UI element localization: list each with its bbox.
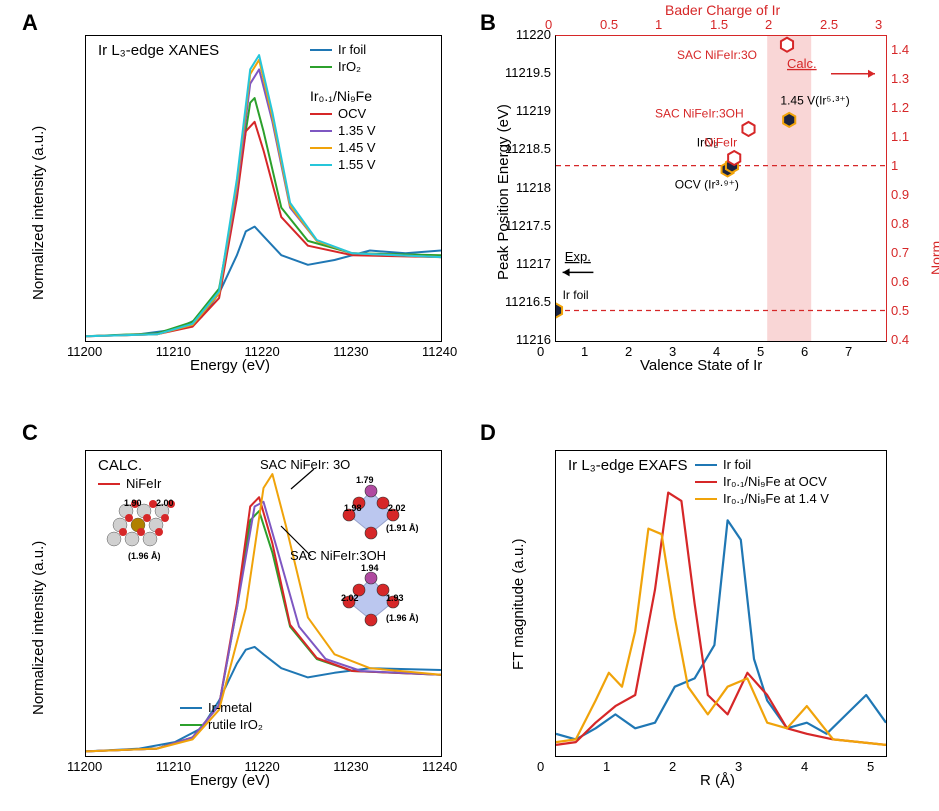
title-d: Ir L₃-edge EXAFS	[568, 457, 688, 474]
xaxis-label-d: R (Å)	[700, 772, 735, 789]
svg-text:NiFeIr: NiFeIr	[705, 135, 738, 149]
svg-text:2.02: 2.02	[388, 503, 406, 513]
svg-text:1.79: 1.79	[356, 475, 374, 485]
svg-text:Exp.: Exp.	[565, 249, 591, 264]
title-c: CALC.	[98, 457, 142, 474]
panel-label-a: A	[22, 10, 38, 36]
xaxis-bottom-label-b: Valence State of Ir	[640, 357, 762, 374]
svg-text:2.00: 2.00	[156, 498, 174, 508]
svg-text:SAC NiFeIr:3OH: SAC NiFeIr:3OH	[655, 106, 744, 120]
legend-a1: Ir foilIrO₂	[310, 42, 366, 76]
svg-text:Calc.: Calc.	[787, 56, 817, 71]
xaxis-label-c: Energy (eV)	[190, 772, 270, 789]
svg-text:1.45 V(Ir⁵·³⁺): 1.45 V(Ir⁵·³⁺)	[780, 94, 849, 108]
svg-text:Ir foil: Ir foil	[563, 288, 589, 302]
legend-d: Ir foilIr₀.₁/Ni₉Fe at OCVIr₀.₁/Ni₉Fe at …	[695, 457, 829, 508]
xaxis-label-a: Energy (eV)	[190, 357, 270, 374]
plot-area-a	[85, 35, 442, 342]
yaxis-right-label-b: Norm. White Line (a.u.)	[928, 237, 939, 275]
legend-a2-title: Ir₀.₁/Ni₉Fe	[310, 88, 372, 104]
svg-text:SAC NiFeIr:3O: SAC NiFeIr:3O	[677, 48, 757, 62]
yaxis-label-a: Normalized intensity (a.u.)	[30, 126, 47, 300]
svg-text:2.02: 2.02	[341, 593, 359, 603]
svg-text:OCV (Ir³·⁹⁺): OCV (Ir³·⁹⁺)	[675, 178, 739, 192]
svg-text:1.98: 1.98	[344, 503, 362, 513]
svg-text:(1.91 Å): (1.91 Å)	[386, 523, 419, 533]
title-a: Ir L₃-edge XANES	[98, 42, 219, 59]
figure: A B C D Energy (eV) Normalized intensity…	[0, 0, 939, 811]
plot-area-b: Ir foilOCV (Ir³·⁹⁺)IrO₂1.45 V(Ir⁵·³⁺)NiF…	[555, 35, 887, 342]
svg-text:(1.96 Å): (1.96 Å)	[128, 551, 161, 561]
svg-text:1.93: 1.93	[386, 593, 404, 603]
panel-label-d: D	[480, 420, 496, 446]
panel-label-c: C	[22, 420, 38, 446]
legend-c-top: NiFeIr	[98, 476, 161, 493]
yaxis-label-d: FT magnitude (a.u.)	[510, 539, 527, 670]
svg-text:(1.96 Å): (1.96 Å)	[386, 613, 419, 623]
plot-area-c: 1.79 1.98 2.02 (1.91 Å) 1.94 2.02 1.93 (1.96 Å)…	[85, 450, 442, 757]
annot-c-3oh: SAC NiFeIr:3OH	[290, 548, 386, 563]
legend-c-bot: Ir-metalrutile IrO₂	[180, 700, 263, 734]
legend-a2: OCV1.35 V1.45 V1.55 V	[310, 106, 376, 174]
xaxis-top-label-b: Bader Charge of Ir	[665, 2, 780, 18]
yaxis-label-c: Normalized intensity (a.u.)	[30, 541, 47, 715]
panel-label-b: B	[480, 10, 496, 36]
svg-text:1.90: 1.90	[124, 498, 142, 508]
svg-text:1.94: 1.94	[361, 563, 379, 573]
annot-c-3o: SAC NiFeIr: 3O	[260, 457, 350, 472]
